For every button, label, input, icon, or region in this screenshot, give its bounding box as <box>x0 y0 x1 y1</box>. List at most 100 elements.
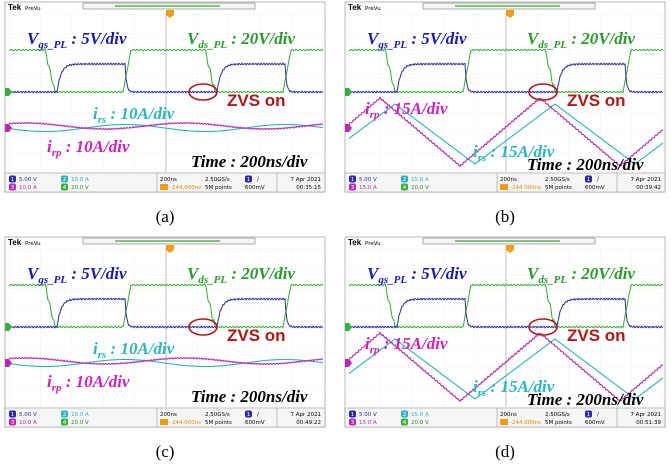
irs-label-subscript: rs <box>98 114 107 126</box>
time-label: Time : 200ns/div <box>527 390 644 409</box>
date: 7 Apr 2021 <box>630 412 661 418</box>
irs-label-scale: : 10A/div <box>106 104 174 123</box>
channel-scale: 5.00 V <box>359 412 377 418</box>
channel-scale: 15.0 A <box>411 412 429 418</box>
zvs-label: ZVS on <box>567 326 626 345</box>
vgs-label-scale: : 5V/div <box>67 29 127 48</box>
channel-number: 4 <box>63 420 67 426</box>
channel-scale: 5.00 V <box>19 177 37 183</box>
timebase: 200ns <box>160 412 177 418</box>
irs-label-subscript: rs <box>478 387 487 399</box>
mode: PreVu <box>25 6 41 12</box>
timebase: 200ns <box>500 177 517 183</box>
delay-icon <box>160 419 168 425</box>
trigger-level: 600mV <box>585 185 605 191</box>
channel-scale: 15.0 A <box>359 420 377 426</box>
mode: PreVu <box>365 241 381 247</box>
delay-icon <box>500 184 508 190</box>
zvs-label: ZVS on <box>227 326 286 345</box>
channel-number: 3 <box>11 185 15 191</box>
sample-rate: 2.50GS/s <box>545 412 570 418</box>
channel-scale: 10.0 A <box>19 185 37 191</box>
channel-number: 3 <box>351 185 355 191</box>
figure: TekPreVuVgs_PL : 5V/divVds_PL : 20V/divZ… <box>0 0 671 468</box>
channel-number: 3 <box>351 420 355 426</box>
scope-panel: TekPreVuVgs_PL : 5V/divVds_PL : 20V/divZ… <box>345 237 665 427</box>
channel-scale: 20.0 V <box>71 185 89 191</box>
channel-number: 1 <box>587 177 591 183</box>
channel-number: 3 <box>11 420 15 426</box>
irs-label-subscript: rs <box>98 349 107 361</box>
irp-label-subscript: rp <box>52 382 62 394</box>
clock: 00:49:22 <box>296 420 321 426</box>
irp-label-scale: : 10A/div <box>62 137 130 156</box>
trigger-level: 600mV <box>585 420 605 426</box>
channel-number: 2 <box>63 412 67 418</box>
timebase: 200ns <box>500 412 517 418</box>
channel-number: 1 <box>11 177 15 183</box>
brand: Tek <box>8 3 22 12</box>
trigger-slope: / <box>597 177 599 183</box>
irp-label-subscript: rp <box>370 109 380 121</box>
delay-icon <box>160 184 168 190</box>
channel-number: 1 <box>587 412 591 418</box>
vds-label-scale: : 20V/div <box>567 264 635 283</box>
irp-label-scale: : 10A/div <box>62 372 130 391</box>
brand: Tek <box>348 238 362 247</box>
channel-number: 2 <box>63 177 67 183</box>
channel-scale: 10.0 A <box>71 177 89 183</box>
mode: PreVu <box>25 241 41 247</box>
caption: (d) <box>495 442 515 461</box>
channel-scale: 10.0 A <box>19 420 37 426</box>
trigger-slope: / <box>257 177 259 183</box>
caption: (c) <box>156 442 175 461</box>
vds-label-scale: : 20V/div <box>567 29 635 48</box>
caption: (a) <box>156 207 175 226</box>
vds-label-subscript: ds_PL <box>538 39 567 51</box>
irp-label-subscript: rp <box>52 147 62 159</box>
irp-label-scale: : 15A/div <box>380 334 448 353</box>
channel-number: 4 <box>403 185 407 191</box>
channel-number: 1 <box>351 177 355 183</box>
date: 7 Apr 2021 <box>290 177 321 183</box>
clock: 00:39:42 <box>636 185 661 191</box>
trigger-slope: / <box>257 412 259 418</box>
vds-label-scale: : 20V/div <box>227 29 295 48</box>
brand: Tek <box>8 238 22 247</box>
delay: -244.000ns <box>510 185 541 191</box>
brand: Tek <box>348 3 362 12</box>
irs-label-scale: : 10A/div <box>106 339 174 358</box>
sample-rate: 2.50GS/s <box>205 412 230 418</box>
channel-scale: 15.0 A <box>411 177 429 183</box>
trigger-level: 600mV <box>245 185 265 191</box>
caption: (b) <box>495 207 515 226</box>
channel-scale: 20.0 V <box>71 420 89 426</box>
sample-rate: 2.50GS/s <box>545 177 570 183</box>
vds-label-scale: : 20V/div <box>227 264 295 283</box>
vgs-label-subscript: gs_PL <box>37 39 67 51</box>
sample-rate: 2.50GS/s <box>205 177 230 183</box>
delay: -244.000ns <box>170 420 201 426</box>
vgs-label-subscript: gs_PL <box>37 274 67 286</box>
channel-number: 2 <box>403 177 407 183</box>
channel-scale: 15.0 A <box>359 185 377 191</box>
trigger-slope: / <box>597 412 599 418</box>
irp-label-subscript: rp <box>370 344 380 356</box>
vgs-label-scale: : 5V/div <box>67 264 127 283</box>
time-label: Time : 200ns/div <box>191 152 308 171</box>
zvs-label: ZVS on <box>567 91 626 110</box>
vds-label-subscript: ds_PL <box>538 274 567 286</box>
record-length: 5M points <box>205 420 232 426</box>
delay-icon <box>500 419 508 425</box>
time-label: Time : 200ns/div <box>527 155 644 174</box>
trigger-level: 600mV <box>245 420 265 426</box>
channel-scale: 5.00 V <box>359 177 377 183</box>
zvs-label: ZVS on <box>227 91 286 110</box>
date: 7 Apr 2021 <box>290 412 321 418</box>
channel-scale: 20.0 V <box>411 420 429 426</box>
delay: -244.000ns <box>510 420 541 426</box>
vgs-label-scale: : 5V/div <box>407 264 467 283</box>
vgs-label-subscript: gs_PL <box>377 39 407 51</box>
channel-number: 4 <box>403 420 407 426</box>
clock: 00:35:15 <box>296 185 321 191</box>
